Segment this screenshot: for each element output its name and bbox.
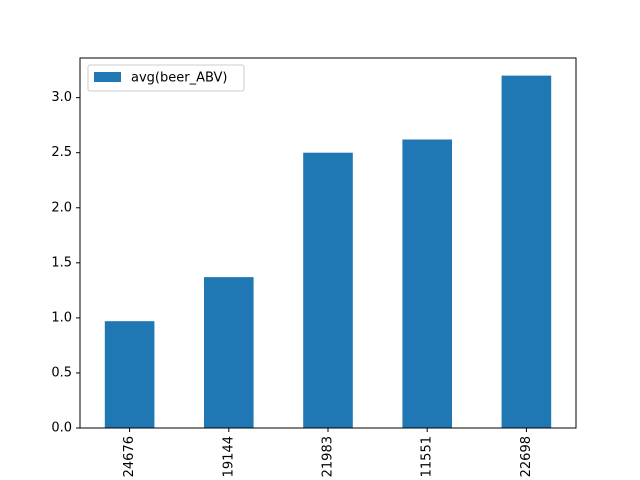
x-tick-label: 24676 xyxy=(122,436,137,477)
x-tick-label: 21983 xyxy=(321,436,336,477)
plot-frame xyxy=(79,57,577,429)
bar-24676 xyxy=(104,321,155,428)
y-tick-label: 2.0 xyxy=(51,200,72,215)
legend-swatch xyxy=(94,72,121,82)
x-tick-label: 19144 xyxy=(221,436,236,477)
legend: avg(beer_ABV) xyxy=(87,64,245,92)
legend-label: avg(beer_ABV) xyxy=(131,71,227,86)
bar-21983 xyxy=(303,152,353,428)
y-axis: 0.0 0.5 1.0 1.5 2.0 2.5 3.0 xyxy=(51,90,80,436)
y-tick-label: 3.0 xyxy=(51,90,72,105)
y-tick-label: 0.0 xyxy=(51,421,72,436)
bar-19144 xyxy=(204,277,254,428)
y-tick-label: 1.5 xyxy=(51,255,72,270)
y-tick-label: 0.5 xyxy=(51,365,72,380)
legend-box xyxy=(87,64,245,92)
y-tick-label: 1.0 xyxy=(51,310,72,325)
bar-22698 xyxy=(501,75,552,428)
x-tick-label: 22698 xyxy=(519,436,534,477)
x-tick-label: 11551 xyxy=(420,436,435,477)
y-tick-label: 2.5 xyxy=(51,145,72,160)
bars-group xyxy=(104,75,552,428)
bar-11551 xyxy=(402,139,452,428)
x-axis: 24676 19144 21983 11551 22698 xyxy=(122,428,534,477)
